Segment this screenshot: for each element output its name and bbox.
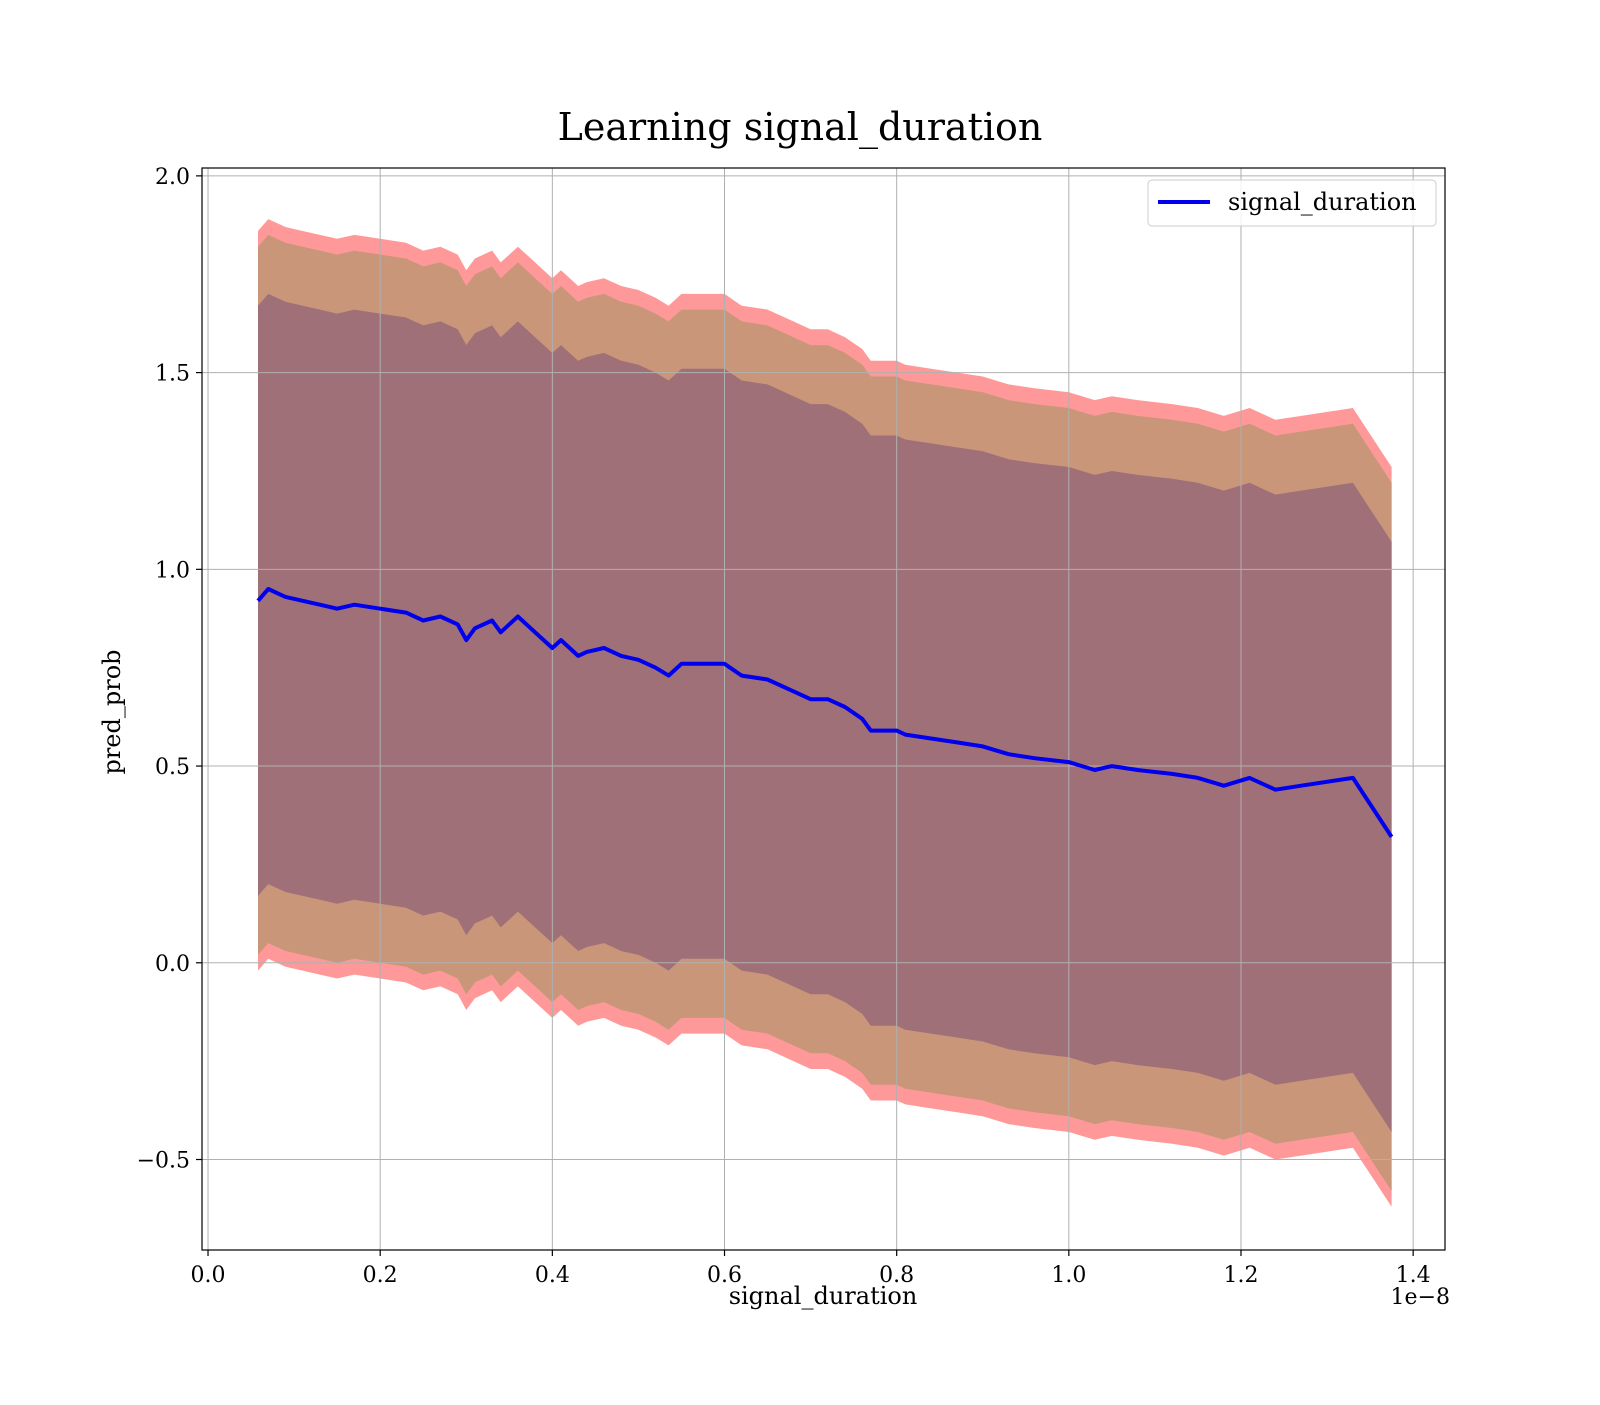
y-tick-label: 1.5	[155, 362, 190, 387]
x-tick-label: 1.2	[1223, 1263, 1258, 1288]
legend-box	[1147, 179, 1437, 227]
x-tick-label: 1.0	[1051, 1263, 1086, 1288]
plot-area-frame	[201, 167, 1446, 1251]
x-tick-label: 1.4	[1396, 1263, 1431, 1288]
x-tick-label: 0.0	[191, 1263, 226, 1288]
legend: signal_duration	[1147, 179, 1437, 227]
grid-lines	[202, 168, 1445, 1250]
series-line-signal-duration	[256, 587, 1394, 838]
band-inner	[258, 293, 1392, 1132]
x-tick-label: 0.4	[535, 1263, 570, 1288]
y-tick-label: 1.0	[155, 558, 190, 583]
x-axis-label: signal_duration	[729, 1282, 918, 1310]
y-axis-ticks: −0.5 0.0 0.5 1.0 1.5 2.0	[137, 165, 202, 1174]
series-lines	[256, 587, 1394, 838]
chart-title: Learning signal_duration	[558, 105, 1043, 150]
y-tick-label: 2.0	[155, 165, 190, 190]
y-tick-label: 0.5	[155, 755, 190, 780]
x-axis-offset-label: 1e−8	[1391, 1285, 1450, 1310]
y-tick-label: −0.5	[137, 1149, 190, 1174]
y-axis-label: pred_prob	[98, 649, 126, 774]
y-tick-label: 0.0	[155, 952, 190, 977]
x-tick-label: 0.2	[363, 1263, 398, 1288]
x-axis-ticks: 0.0 0.2 0.4 0.6 0.8 1.0 1.2 1.4	[191, 1250, 1431, 1288]
legend-entry-signal-duration: signal_duration	[1228, 188, 1417, 216]
x-tick-label: 0.6	[707, 1263, 742, 1288]
confidence-bands	[258, 219, 1392, 1207]
x-tick-label: 0.8	[879, 1263, 914, 1288]
